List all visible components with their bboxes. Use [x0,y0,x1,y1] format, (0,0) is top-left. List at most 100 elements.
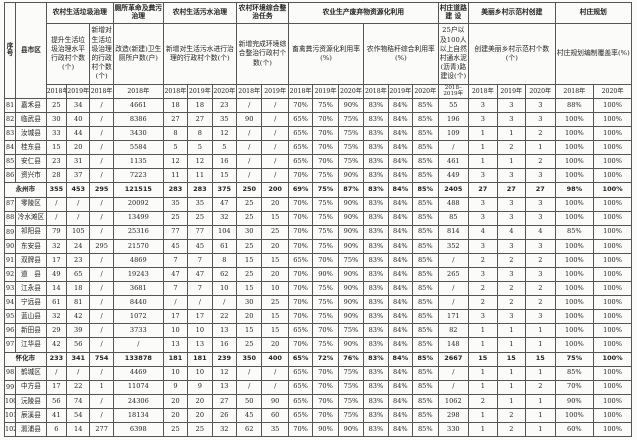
table-cell: 75% [312,168,339,184]
table-cell: 70% [554,379,595,395]
table-row: 86 资兴市 28 37/7223 11 11 15//70% 75% 90% 83% 84% 85%… [3,168,632,184]
table-cell: 83% [363,168,389,184]
table-cell: 35 [187,196,213,212]
table-cell: 100% [593,111,632,128]
table-cell: 90% [337,196,365,212]
table-cell: 85% [412,323,439,339]
table-cell: 375 [211,182,238,198]
table-cell: 26 [211,407,238,424]
table-cell: 19243 [112,266,164,283]
table-cell: 5 [162,140,189,156]
table-cell: 13 [187,337,213,353]
table-cell: 105 [66,224,91,240]
table-cell: / [66,196,91,212]
table-row: 87 零陵区 / //20092 35 35 47 25 20 70% 75% 90% 83% 84% 85… [3,196,632,212]
table-cell: 12 [162,154,189,170]
year-header: 2019年 [66,84,91,99]
county-name: 江华县 [15,337,47,353]
sub-beautiful-village: 创建美丽乡村示范村个数(个) [468,23,556,85]
table-cell: 1 [496,393,527,409]
table-cell: 62 [236,421,263,438]
table-cell: 65% [287,111,314,128]
table-cell: 200 [261,182,289,198]
table-cell: / [66,365,91,381]
table-cell: 2 [496,407,527,424]
table-cell: / [89,210,114,226]
table-row: 93 江永县 14 18/3681 7 7 10 15 10 70% 75% 90% 83% 84% 85%… [3,281,632,297]
table-cell: 4 [468,224,498,240]
table-cell: / [89,154,114,170]
table-cell: 12 [187,154,213,170]
table-cell: 23 [45,154,68,170]
table-cell: 9 [162,379,189,395]
document-page: 序号 县市区 农村生活垃圾治理 厕所革命及粪污治理 农村生活污水治理 农村环境综… [3,2,633,438]
table-cell: / [45,210,68,226]
table-cell: 109 [437,126,470,142]
table-cell: 449 [437,168,470,184]
table-cell: 20 [261,196,289,212]
table-row: 89 祁阳县 79 105/25316 77 77 104 30 25 70% 75% 90% 83% 8… [3,224,632,240]
table-cell: 100% [593,252,632,268]
table-cell: 17 [187,309,213,325]
table-cell: 9 [187,379,213,395]
row-seq: 102 [3,421,17,438]
table-cell: 42 [45,337,68,353]
table-cell: 23 [211,97,238,113]
table-cell: 100% [554,140,595,156]
table-cell: 84% [387,252,414,268]
table-cell: / [112,337,164,353]
table-cell: 25 [236,266,263,283]
table-cell: 84% [387,140,414,156]
table-cell: 277 [89,421,114,438]
county-name: 道 县 [15,266,47,283]
table-cell: 3 [468,210,498,226]
sub-garbage-new: 新增对生活垃圾治理的行政村个数(个) [89,23,114,85]
group-environment: 农村环境综合整治任务 [236,2,289,24]
table-cell: 100% [593,154,632,170]
table-cell: 90% [312,421,339,438]
county-name: 沅陵县 [15,393,47,409]
table-cell: 25 [261,295,289,311]
table-cell: 25 [162,210,189,226]
year-header: 2018年 [554,84,595,99]
table-cell: 70% [312,252,339,268]
table-cell: 75% [312,210,339,226]
table-cell: 39 [66,323,91,339]
table-cell: 75% [337,393,365,409]
table-row: 92 道 县 49 65/19243 47 47 62 25 20 70% 90% 90% 83% 84%… [3,266,632,283]
table-cell: 181 [162,351,189,367]
table-cell: / [236,126,263,142]
city-total-row: 怀化市 233 341 754 133878 181 181 239 350 400 65% 72% 7… [4,351,632,367]
table-cell: 47 [187,266,213,283]
table-cell: 298 [437,407,470,424]
table-cell: / [261,168,289,184]
table-cell: 65% [287,252,314,268]
table-cell: 84% [387,407,414,424]
table-cell: 25 [187,210,213,226]
table-cell: 20 [187,393,213,409]
table-cell: 100% [554,111,595,128]
table-row: 81 嘉禾县 25 34/4661 18 18 23//70% 75% 90% 83% 84% 85%… [3,97,632,113]
table-cell: 84% [387,309,414,325]
table-row: 84 桂东县 15 20/5584 5 5 5//65% 70% 75% 83% 84% 85%/1 2… [3,140,632,156]
header-seq: 序号 [3,2,17,99]
table-cell: 1 [468,407,498,424]
table-cell: 3 [525,210,556,226]
table-cell: 30 [45,111,68,128]
table-cell: 100% [554,238,595,254]
table-cell: 47 [211,196,238,212]
table-cell: 10 [211,281,238,297]
table-cell: 2 [496,421,527,438]
row-seq: 84 [3,140,17,156]
county-name: 桂东县 [15,140,47,156]
table-cell: 69% [287,182,314,198]
table-cell: / [89,365,114,381]
table-cell: 70% [287,238,314,254]
table-cell: 70% [312,393,339,409]
table-cell: 70% [287,309,314,325]
table-cell: 100% [554,295,595,311]
table-cell: 295 [89,238,114,254]
table-cell: 25 [236,337,263,353]
table-cell: 62 [211,266,238,283]
table-cell: 83% [363,351,389,367]
